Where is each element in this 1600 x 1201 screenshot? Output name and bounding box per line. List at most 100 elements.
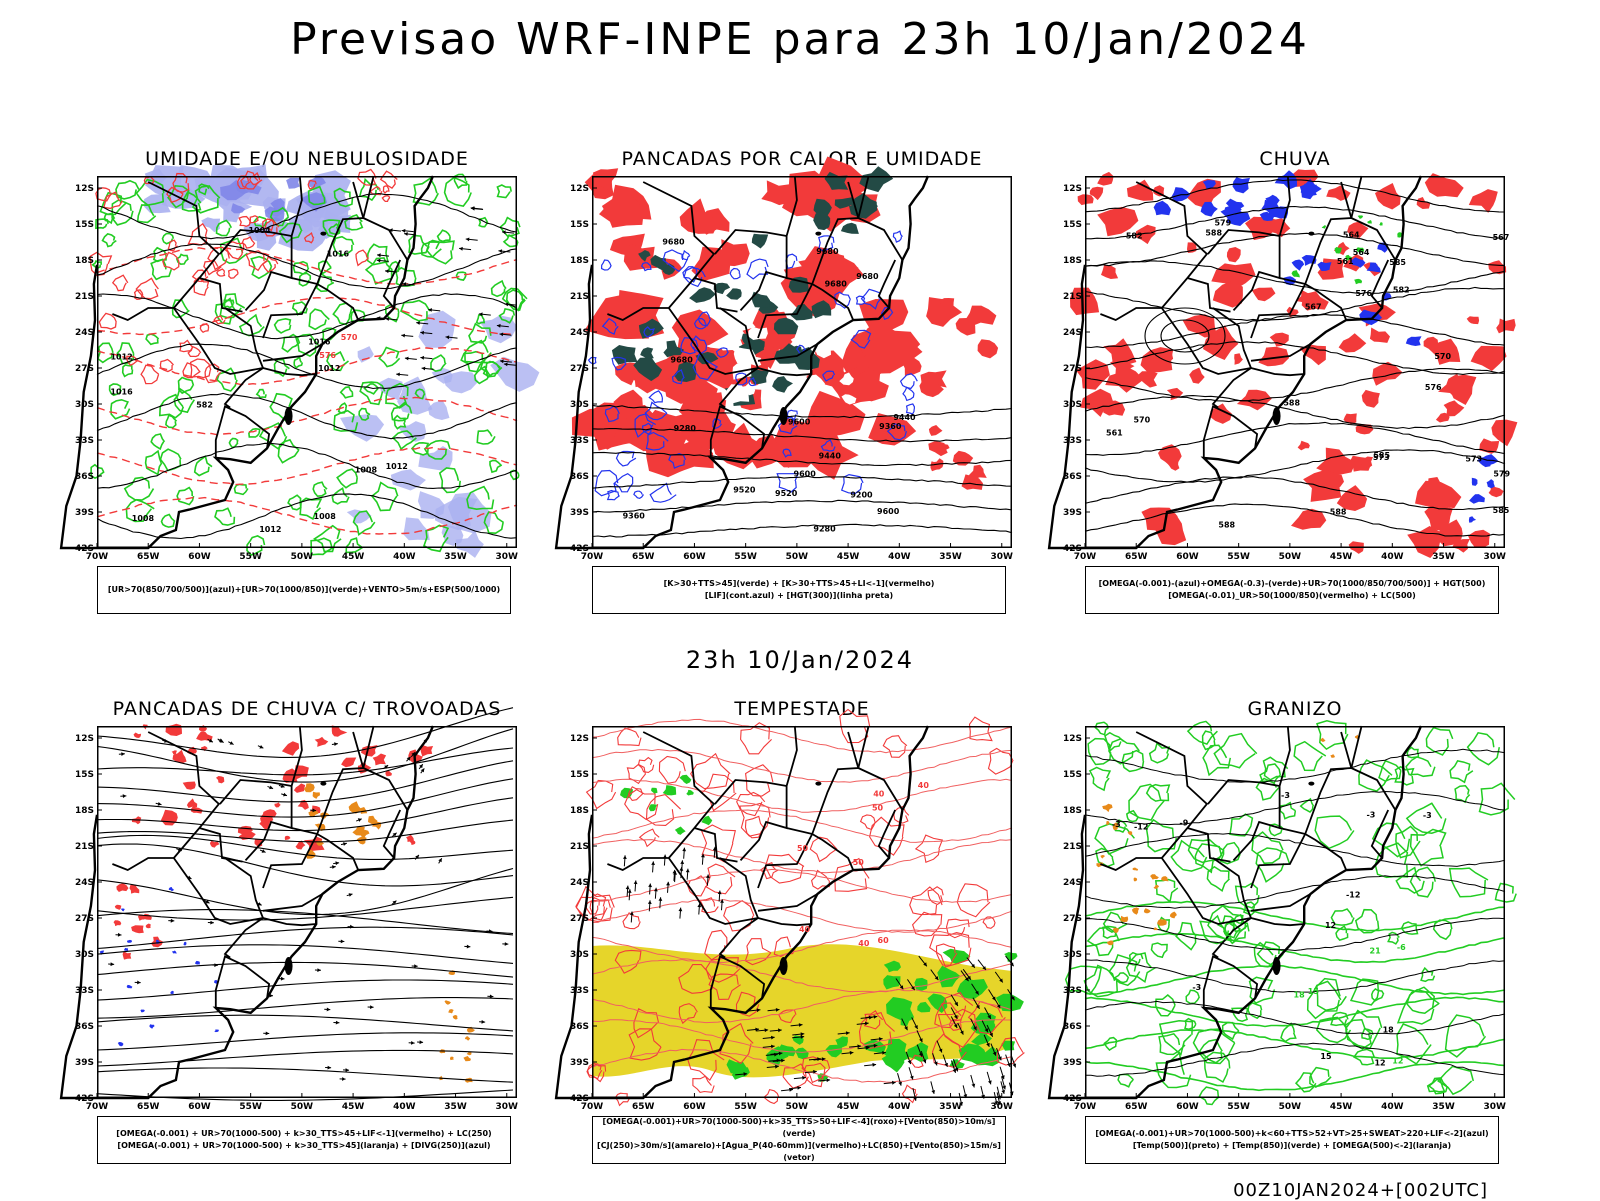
- border-line: [720, 858, 758, 958]
- lat-label: 36S: [75, 472, 94, 482]
- lat-label: 15S: [1063, 220, 1082, 230]
- precipitable-water-contour: [615, 1093, 630, 1105]
- thunder-red-area: [146, 924, 151, 929]
- divergence-blue-area: [140, 1010, 145, 1013]
- lon-label: 50W: [291, 1102, 314, 1112]
- border-line: [1208, 726, 1290, 804]
- humidity-700-area: [358, 346, 374, 363]
- precipitable-water-contour: [910, 887, 942, 915]
- thunder-orange-area: [445, 1000, 452, 1005]
- lat-label: 21S: [75, 292, 94, 302]
- humidity-low-contour: [346, 538, 363, 552]
- contour-label: 570: [341, 333, 358, 342]
- border-line: [758, 834, 812, 888]
- omega-blue-area: [1154, 201, 1171, 216]
- lat-label: 24S: [1063, 878, 1082, 888]
- rain-red-area: [1467, 316, 1479, 324]
- rain-red-area: [1298, 441, 1310, 451]
- lat-label: 33S: [1063, 436, 1082, 446]
- lat-label: 27S: [75, 914, 94, 924]
- border-line: [715, 726, 797, 804]
- temp850-contour: [1207, 867, 1229, 891]
- wind-arrow-head: [498, 249, 502, 253]
- contour-label: 579: [1214, 219, 1231, 228]
- rain-red-area: [1415, 481, 1461, 509]
- streamline: [97, 869, 513, 915]
- contour-label: 9600: [788, 418, 811, 427]
- valid-time-title: 23h 10/Jan/2024: [0, 646, 1600, 674]
- thunder-red-area: [166, 724, 183, 736]
- lake: [1273, 407, 1281, 425]
- border-line: [216, 956, 269, 1008]
- lon-label: 30W: [991, 552, 1014, 562]
- lat-label: 12S: [75, 734, 94, 744]
- fields: 9680968096809680968096009520944093609280…: [556, 157, 1012, 549]
- humidity-low-contour: [477, 315, 485, 324]
- thickness-contour: [383, 186, 389, 193]
- thunder-orange-area: [453, 1015, 458, 1020]
- lon-label: 40W: [1381, 1102, 1404, 1112]
- rain-red-area: [1471, 346, 1507, 371]
- rain-red-area: [1127, 180, 1153, 201]
- divergence-blue-area: [124, 948, 129, 951]
- humidity-low-contour: [146, 451, 162, 474]
- lon-label: 60W: [188, 552, 211, 562]
- divergence-blue-area: [118, 1042, 124, 1046]
- thunder-red-area: [116, 883, 128, 892]
- contour-label: 1012: [259, 525, 281, 534]
- humidity-low-contour: [492, 281, 506, 296]
- thunder-red-area: [161, 810, 178, 826]
- lat-label: 12S: [570, 184, 589, 194]
- contour-label: 576: [1355, 289, 1372, 298]
- lon-label: 60W: [188, 1102, 211, 1112]
- humidity-low-contour: [162, 515, 176, 528]
- wind850-area: [675, 827, 686, 835]
- lon-label: 65W: [632, 552, 655, 562]
- lifted-index-contour: [857, 296, 865, 304]
- humidity-low-contour: [379, 348, 399, 367]
- omega-blue-area: [1469, 516, 1476, 523]
- lake: [285, 407, 293, 425]
- temp850-contour: [1496, 884, 1517, 903]
- wind-arrow-head: [471, 206, 475, 210]
- humidity-low-contour: [177, 488, 194, 505]
- temp850-contour: [1421, 968, 1434, 981]
- instability-red-area: [717, 239, 750, 266]
- lat-label: 12S: [1063, 734, 1082, 744]
- thickness-contour: [229, 269, 239, 278]
- main-title: Previsao WRF-INPE para 23h 10/Jan/2024: [0, 14, 1600, 65]
- contour-label: 12: [1392, 1057, 1403, 1066]
- thickness-contour: [113, 275, 128, 291]
- contour-label: 1008: [355, 466, 378, 475]
- lon-label: 45W: [1330, 552, 1353, 562]
- contour-label: 12: [1374, 1059, 1385, 1068]
- legend-line-2: [LIF](cont.azul) + [HGT(300)](linha pret…: [705, 590, 893, 602]
- streamline-arrow-head: [420, 1040, 424, 1044]
- legend-line-1: [K>30+TTS>45](verde) + [K>30+TTS>45+LI<-…: [664, 578, 935, 590]
- omega500-orange-area: [1157, 919, 1167, 926]
- border-line: [317, 834, 358, 870]
- lon-label: 60W: [1176, 552, 1199, 562]
- lat-label: 15S: [75, 770, 94, 780]
- thunder-red-area: [315, 737, 329, 747]
- humidity-low-contour: [333, 303, 352, 324]
- legend-box: [OMEGA(-0.001) + UR>70(1000-500) + k>30_…: [97, 1116, 511, 1164]
- streamline-arrow-head: [118, 933, 122, 937]
- contour-label: 582: [196, 401, 213, 410]
- lake: [780, 957, 788, 975]
- border-line: [384, 810, 400, 858]
- lifted-index-contour: [901, 374, 918, 389]
- contour-label: -3: [1366, 810, 1375, 819]
- lon-label: 30W: [496, 552, 519, 562]
- lifted-index-contour: [903, 387, 914, 400]
- precipitable-water-contour: [913, 912, 942, 936]
- contour-label: 582: [1126, 232, 1143, 241]
- precipitable-water-contour: [724, 901, 754, 931]
- streamline-arrow-head: [214, 963, 218, 967]
- lifted-index-contour: [650, 484, 676, 503]
- thickness-contour: [191, 359, 211, 378]
- streamline: [97, 1090, 513, 1100]
- thunder-red-area: [131, 925, 144, 933]
